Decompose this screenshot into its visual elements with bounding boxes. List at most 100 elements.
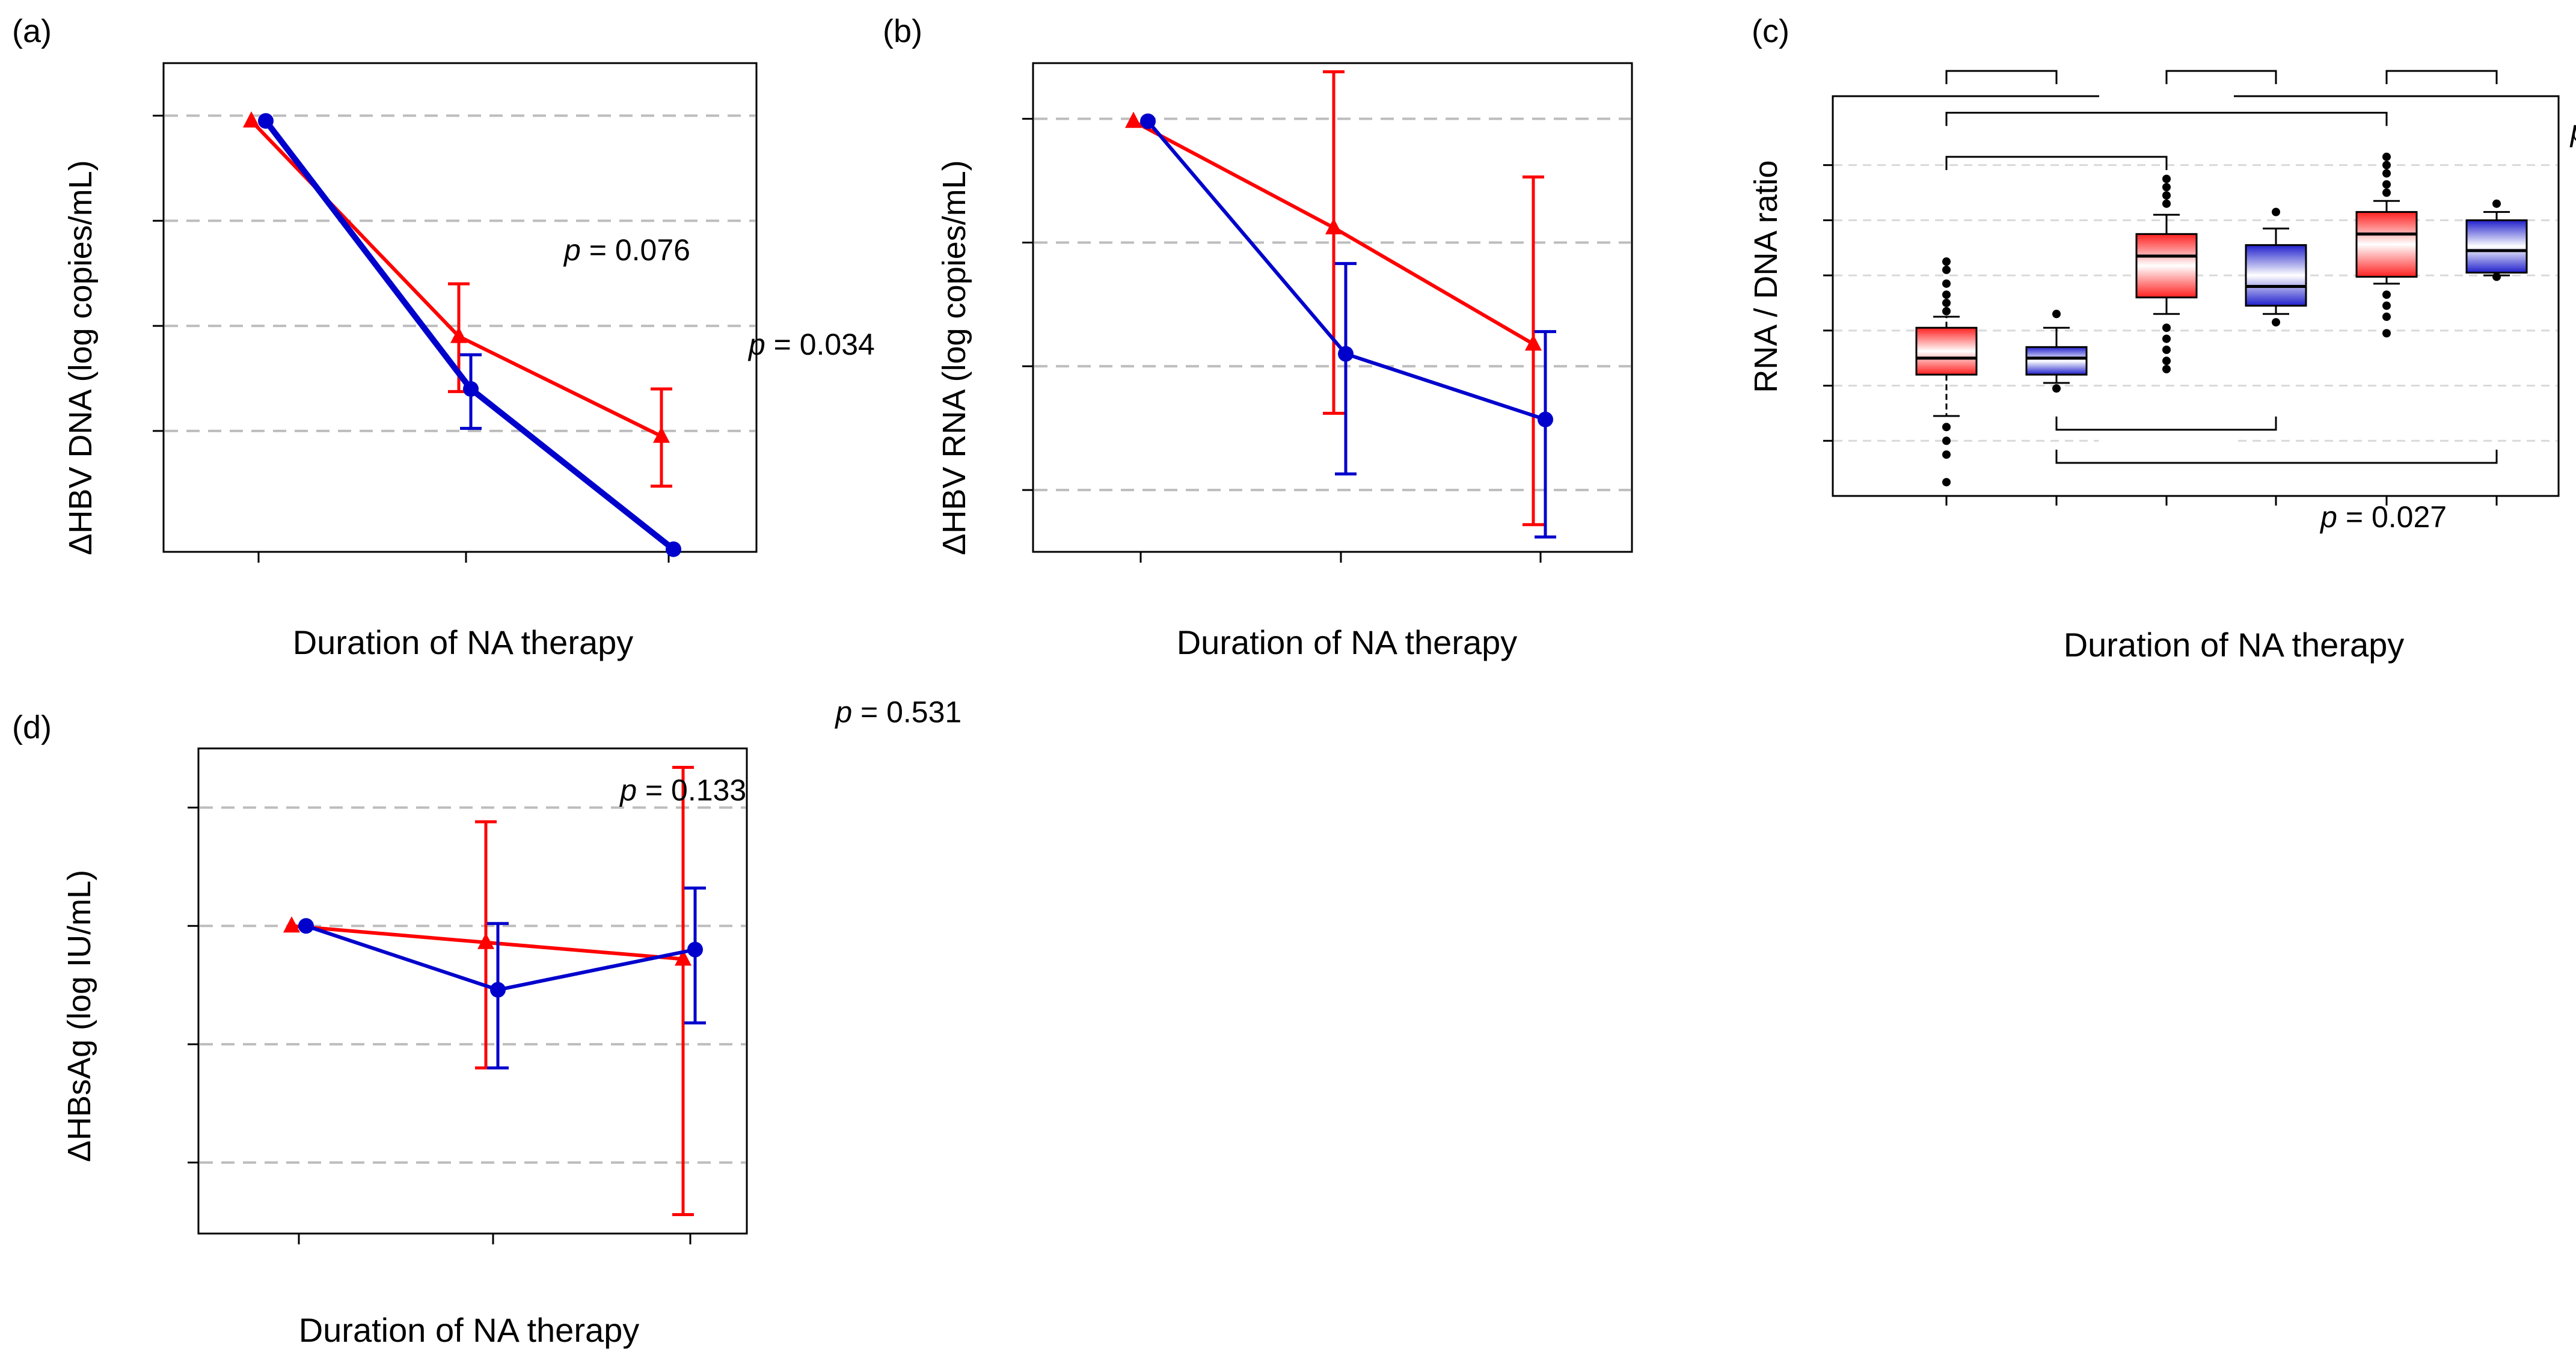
ylabel-a: ΔHBV DNA (log copies/mL) — [63, 160, 99, 555]
marker-blue-circle — [463, 381, 479, 397]
series-blue-line — [305, 924, 696, 992]
outlier-point — [1942, 423, 1951, 432]
p-symbol: p — [619, 774, 637, 807]
outlier-point — [1942, 279, 1951, 288]
outlier-point — [2492, 199, 2501, 208]
panel-b: p = 0.178p = 0.027 — [1022, 62, 2576, 563]
panel-a: p = 0.076 p = 0.034 — [153, 62, 875, 563]
outlier-point — [2162, 191, 2171, 200]
significance-bracket — [2055, 449, 2498, 464]
xlabel-a: Duration of NA therapy — [293, 623, 634, 661]
outlier-point — [1942, 450, 1951, 459]
p-symbol: p — [2569, 114, 2576, 148]
panel-label-c: (c) — [1752, 13, 1789, 49]
box-taf — [2025, 346, 2088, 376]
marker-red-triangle — [477, 932, 494, 949]
significance-bracket — [2385, 70, 2498, 84]
p-value-annotation: p = 0.034 — [747, 328, 875, 361]
p-symbol: p — [834, 696, 852, 729]
outlier-point — [2162, 323, 2171, 332]
outlier-point — [2382, 312, 2391, 321]
ylabel-c: RNA / DNA ratio — [1748, 160, 1784, 393]
panel-label-b: (b) — [883, 13, 922, 49]
outlier-point — [2272, 318, 2280, 327]
bracket-label-bg — [1989, 129, 2124, 154]
marker-blue-circle — [666, 541, 681, 557]
marker-red-triangle — [450, 326, 467, 343]
panel-label-a: (a) — [12, 13, 52, 49]
significance-bracket — [1945, 70, 2058, 84]
panel-c — [1823, 43, 2560, 506]
outlier-point — [2382, 290, 2391, 299]
p-value-annotation: p = 0.076 — [563, 233, 690, 267]
outlier-point — [2382, 180, 2391, 189]
outlier-point — [2052, 384, 2061, 393]
outlier-point — [1942, 265, 1951, 274]
outlier-point — [2052, 310, 2061, 319]
marker-blue-circle — [1538, 411, 1553, 427]
p-value-text: = 0.034 — [765, 328, 875, 361]
outlier-point — [2162, 174, 2171, 183]
outlier-point — [2382, 161, 2391, 170]
plot-frame — [162, 62, 758, 553]
significance-bracket — [2055, 416, 2277, 431]
outlier-point — [2272, 207, 2280, 216]
outlier-point — [2162, 356, 2171, 365]
marker-blue-circle — [687, 941, 703, 958]
outlier-point — [2162, 334, 2171, 343]
box-etv — [1915, 326, 1978, 376]
significance-bracket — [1945, 156, 2168, 170]
marker-red-triangle — [1525, 334, 1542, 351]
plot-frame — [197, 747, 748, 1235]
marker-red-triangle — [1325, 218, 1342, 234]
xlabel-b: Duration of NA therapy — [1177, 623, 1518, 661]
outlier-point — [1942, 298, 1951, 307]
box-etv — [2355, 211, 2418, 278]
outlier-point — [2382, 188, 2391, 197]
marker-blue-circle — [490, 982, 506, 998]
marker-red-triangle — [1125, 111, 1142, 128]
outlier-point — [2162, 365, 2171, 374]
outlier-point — [2382, 329, 2391, 338]
p-value-annotation: p = 0.531 — [834, 696, 961, 729]
bracket-label-bg — [2099, 433, 2234, 459]
bracket-label-bg — [2099, 85, 2234, 111]
p-value-text: = 0.076 — [581, 233, 690, 267]
p-symbol: p — [747, 328, 765, 361]
outlier-point — [2382, 152, 2391, 161]
marker-red-triangle — [243, 111, 260, 128]
outlier-point — [1942, 257, 1951, 266]
outlier-point — [1942, 307, 1951, 316]
xlabel-d: Duration of NA therapy — [299, 1311, 640, 1349]
marker-red-triangle — [675, 949, 692, 966]
box-taf — [2465, 219, 2528, 274]
outlier-point — [2162, 199, 2171, 208]
outlier-point — [2162, 345, 2171, 354]
p-value-text: = 0.531 — [852, 696, 961, 729]
outlier-point — [2382, 301, 2391, 310]
box-etv — [2135, 233, 2198, 299]
outlier-point — [2492, 272, 2501, 281]
marker-blue-circle — [1338, 346, 1354, 362]
marker-blue-circle — [258, 113, 274, 129]
bracket-label-bg — [2154, 43, 2289, 69]
outlier-point — [1942, 290, 1951, 299]
plot-frame — [1032, 62, 1633, 553]
panel-label-d: (d) — [12, 709, 52, 745]
outlier-point — [2382, 169, 2391, 178]
p-value-text: = 0.133 — [637, 774, 746, 807]
marker-blue-circle — [298, 918, 314, 934]
p-value-annotation: p = 0.027 — [2319, 500, 2447, 534]
outlier-point — [1942, 436, 1951, 445]
series-red-line — [250, 120, 663, 438]
marker-red-triangle — [283, 916, 300, 933]
p-value-annotation: p = 0.133 — [619, 774, 746, 807]
box-taf — [2245, 244, 2307, 307]
ylabel-b: ΔHBV RNA (log copies/mL) — [936, 160, 972, 555]
marker-red-triangle — [653, 426, 670, 443]
bracket-label-bg — [1934, 43, 2069, 69]
p-value-text: = 0.027 — [2337, 500, 2447, 534]
outlier-point — [2162, 183, 2171, 192]
